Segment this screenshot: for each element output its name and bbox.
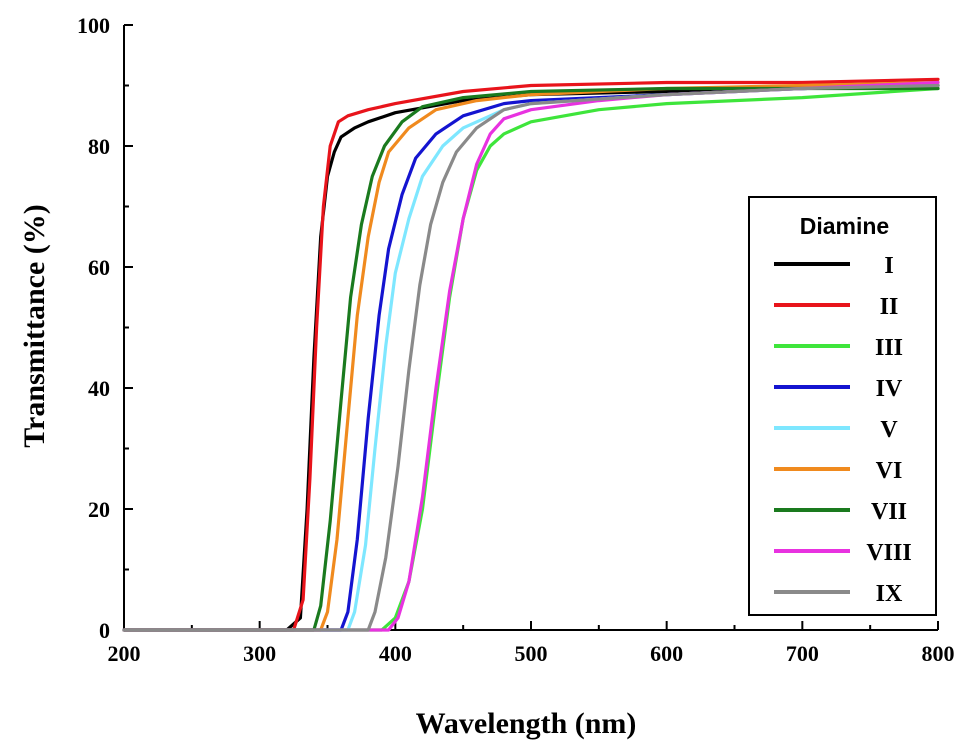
y-tick-label: 20 [88,497,110,522]
legend-label: IX [876,581,903,607]
legend-label: V [880,417,898,443]
series-lines [122,77,940,632]
y-tick-label: 100 [77,13,110,38]
legend-box [748,196,937,616]
y-tick-label: 0 [99,618,110,643]
x-tick-label: 700 [786,641,819,666]
legend-label: II [880,294,899,320]
legend-label: VII [871,499,907,525]
legend-label: IV [876,376,903,402]
series-line-ix [122,83,940,632]
legend-label: VI [876,458,903,484]
x-tick-label: 300 [243,641,276,666]
series-line-vii [122,86,940,632]
legend-label: I [884,253,893,279]
y-tick-label: 80 [88,134,110,159]
x-tick-label: 800 [922,641,955,666]
legend-label: VIII [866,540,911,566]
y-tick-label: 40 [88,376,110,401]
x-tick-label: 200 [108,641,141,666]
legend-title: Diamine [800,213,889,239]
x-tick-label: 500 [515,641,548,666]
x-tick-label: 400 [379,641,412,666]
axes: 200 300 400 500 600 700 800 0 20 40 60 80 100 [77,13,955,666]
series-line-ii [122,77,940,632]
legend-label: III [875,335,903,361]
x-axis-title: Wavelength (nm) [416,707,637,740]
x-tick-label: 600 [650,641,683,666]
y-tick-label: 60 [88,255,110,280]
y-axis-title: Transmittance (%) [18,204,51,448]
